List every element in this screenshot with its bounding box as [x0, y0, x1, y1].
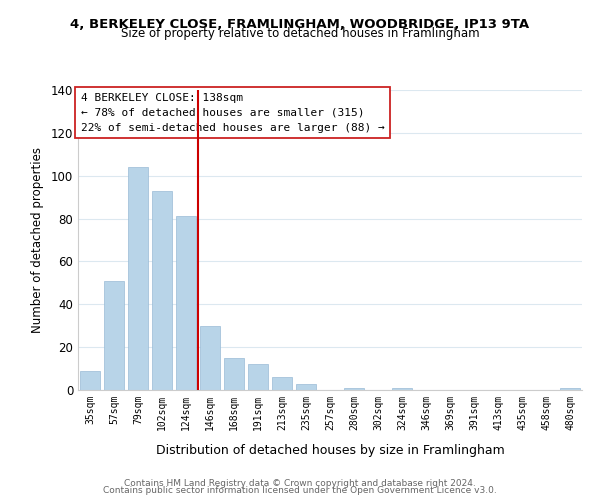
- Bar: [152, 190, 172, 390]
- Bar: [344, 388, 364, 390]
- Bar: [176, 216, 196, 390]
- Bar: [224, 358, 244, 390]
- Bar: [560, 388, 580, 390]
- Text: Size of property relative to detached houses in Framlingham: Size of property relative to detached ho…: [121, 28, 479, 40]
- Bar: [200, 326, 220, 390]
- X-axis label: Distribution of detached houses by size in Framlingham: Distribution of detached houses by size …: [155, 444, 505, 457]
- Bar: [248, 364, 268, 390]
- Text: Contains public sector information licensed under the Open Government Licence v3: Contains public sector information licen…: [103, 486, 497, 495]
- Y-axis label: Number of detached properties: Number of detached properties: [31, 147, 44, 333]
- Bar: [392, 388, 412, 390]
- Text: 4, BERKELEY CLOSE, FRAMLINGHAM, WOODBRIDGE, IP13 9TA: 4, BERKELEY CLOSE, FRAMLINGHAM, WOODBRID…: [70, 18, 530, 30]
- Bar: [296, 384, 316, 390]
- Bar: [80, 370, 100, 390]
- Bar: [272, 377, 292, 390]
- Text: 4 BERKELEY CLOSE: 138sqm
← 78% of detached houses are smaller (315)
22% of semi-: 4 BERKELEY CLOSE: 138sqm ← 78% of detach…: [80, 93, 384, 132]
- Text: Contains HM Land Registry data © Crown copyright and database right 2024.: Contains HM Land Registry data © Crown c…: [124, 478, 476, 488]
- Bar: [128, 167, 148, 390]
- Bar: [104, 280, 124, 390]
